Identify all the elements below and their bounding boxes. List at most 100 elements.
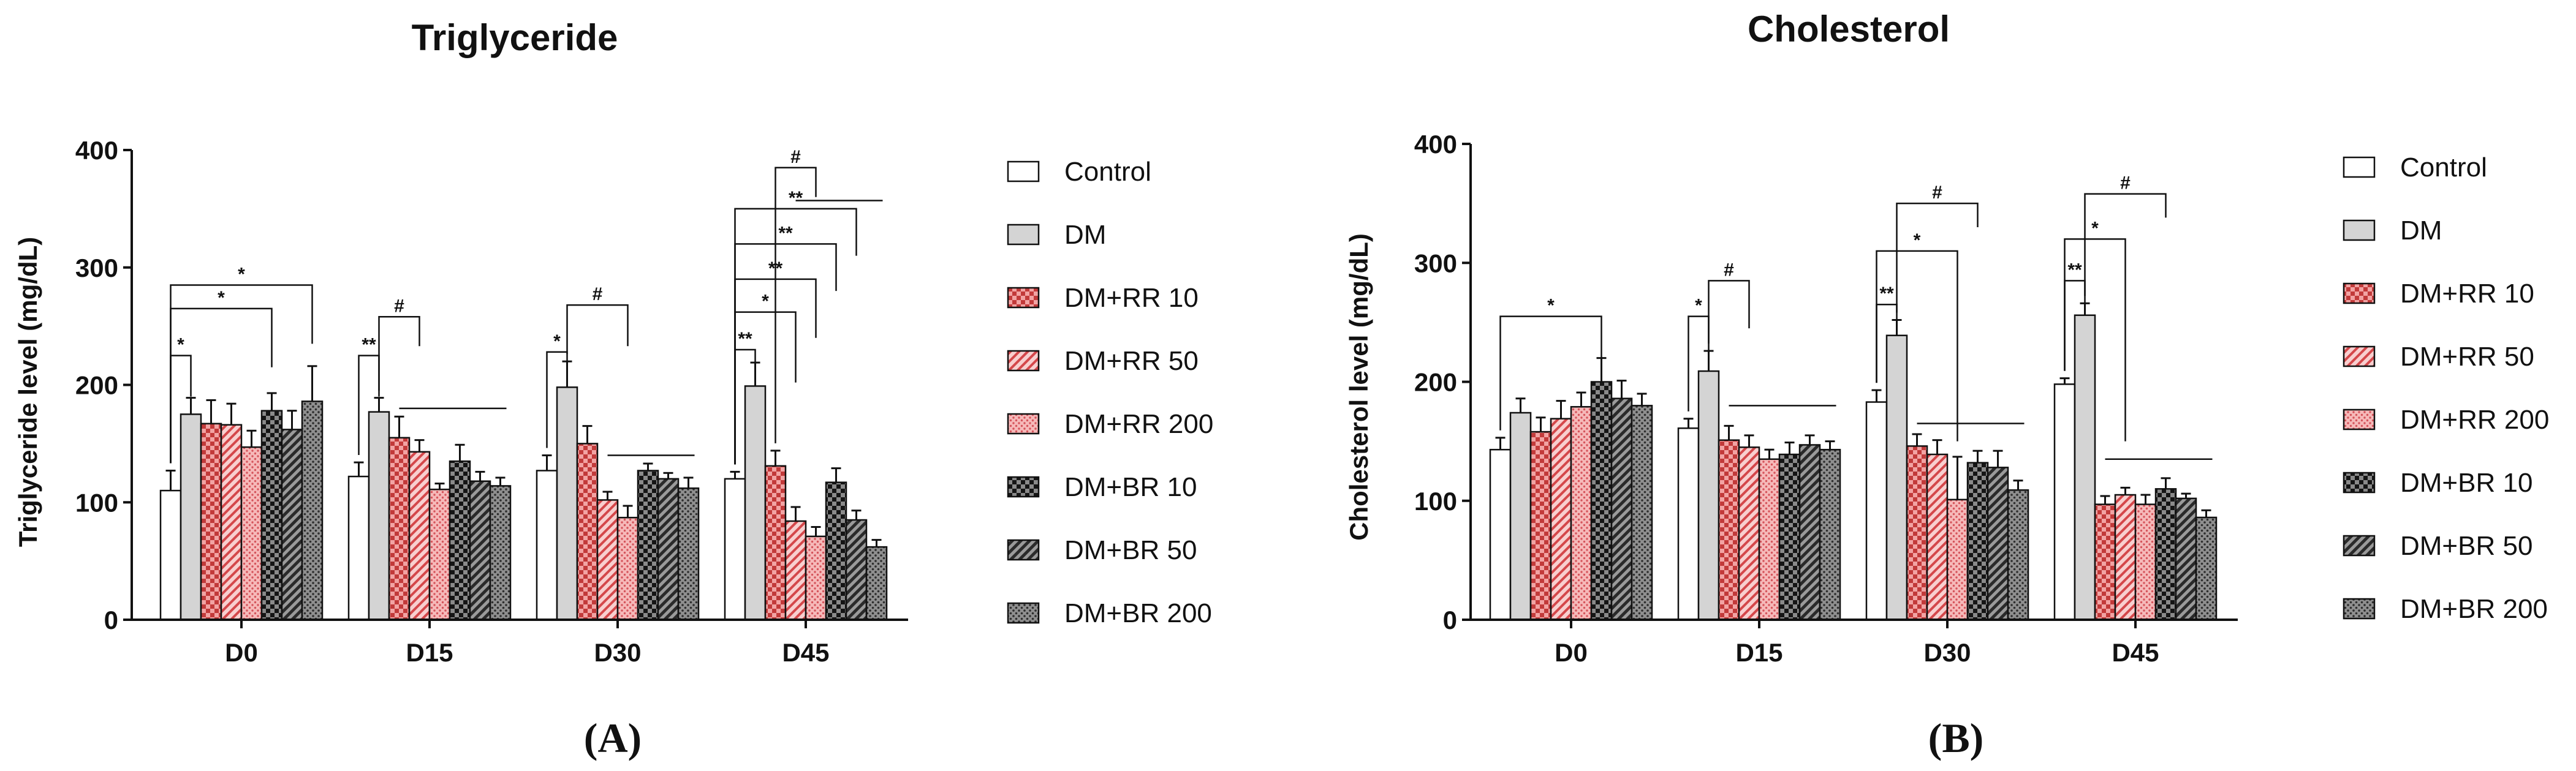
bar (449, 460, 471, 621)
significance-bracket: # (2084, 173, 2167, 296)
error-bar (1805, 434, 1815, 445)
y-tick-label: 200 (75, 371, 118, 400)
error-bar (1912, 433, 1922, 446)
triglyceride-chart: Triglyceride Triglyceride level (mg/dL) … (13, 17, 1213, 761)
error-bar (1637, 393, 1647, 406)
legend-item: Control (1007, 157, 1151, 187)
error-bar (643, 462, 653, 471)
bar (1798, 444, 1821, 621)
bar (1550, 418, 1572, 621)
significance-bracket: # (1708, 260, 1750, 344)
significance-label: ** (738, 329, 752, 349)
bar (744, 385, 767, 621)
bar (428, 488, 451, 621)
legend-item: DM (2343, 216, 2442, 246)
significance-layer: *****#*#*********# (170, 147, 883, 465)
bar (159, 489, 182, 621)
error-bar (770, 449, 781, 466)
legend-item: DM+BR 50 (2343, 531, 2532, 561)
bar (1738, 446, 1760, 621)
chart-title: Triglyceride (412, 17, 618, 58)
legend-swatch (2343, 219, 2376, 241)
error-bar (831, 467, 841, 483)
y-tick-label: 300 (75, 254, 118, 282)
significance-label: # (593, 284, 603, 304)
legend-swatch (1007, 413, 1040, 435)
y-tick-label: 300 (1414, 249, 1457, 277)
error-bar (1536, 416, 1546, 432)
legend-swatch (2343, 535, 2376, 557)
legend-item: DM+BR 50 (1007, 535, 1197, 565)
significance-label: * (177, 335, 184, 355)
significance-label: * (238, 265, 245, 285)
legend-label: DM (2400, 216, 2442, 246)
legend-swatch (2343, 345, 2376, 367)
legend-swatch (1007, 287, 1040, 309)
ticks-layer: 0 100 200 300 400 D0 D15 D30 D45 (75, 136, 830, 667)
significance-label: * (553, 331, 561, 352)
error-bar (851, 510, 862, 521)
bar (1529, 431, 1552, 621)
bar (825, 481, 847, 621)
legend-label: DM+BR 10 (1064, 472, 1197, 502)
error-bar (790, 506, 801, 521)
error-bar (1703, 350, 1714, 372)
legend-swatch (2343, 598, 2376, 620)
legend-label: DM (1064, 220, 1106, 250)
error-bar (414, 439, 425, 452)
legend: Control DM DM+RR 10 DM+RR 50 DM+RR 200 DM+BR … (2343, 152, 2549, 624)
bar (180, 413, 202, 621)
legend-item: DM+RR 50 (1007, 346, 1199, 376)
bar (1926, 453, 1949, 621)
legend-item: DM+RR 10 (1007, 283, 1199, 313)
bar (2053, 383, 2076, 621)
legend-swatch (1007, 602, 1040, 624)
legend-swatch (1007, 224, 1040, 246)
bars-layer (159, 385, 888, 621)
bar (260, 410, 283, 621)
legend-label: DM+BR 10 (2400, 468, 2532, 498)
significance-bracket: * (546, 331, 568, 448)
y-tick-label: 0 (104, 606, 118, 634)
error-bar (1952, 456, 1963, 500)
error-bar (1764, 448, 1775, 459)
error-bar (1784, 442, 1795, 454)
bar (388, 437, 411, 621)
legend-swatch (2343, 408, 2376, 431)
bar (408, 451, 431, 621)
legend-label: DM+RR 10 (1064, 283, 1199, 313)
bar (536, 470, 558, 621)
bar (556, 386, 578, 621)
significance-bracket: * (2064, 218, 2126, 442)
bar (764, 465, 787, 621)
error-bar (495, 476, 506, 486)
significance-label: ** (2067, 260, 2082, 280)
bar (1885, 334, 1908, 621)
bar (576, 443, 599, 621)
error-bars-layer (1495, 302, 2211, 517)
error-bar (1724, 424, 1734, 440)
legend-item: DM (1007, 220, 1106, 250)
error-bar (2120, 486, 2131, 495)
error-bar (165, 469, 176, 491)
y-tick-label: 400 (1414, 130, 1457, 159)
chart-title: Cholesterol (1748, 9, 1950, 50)
error-bar (475, 470, 485, 481)
bar (240, 446, 263, 621)
y-tick-label: 100 (1414, 487, 1457, 516)
error-bar (1683, 418, 1694, 429)
significance-bracket: # (566, 284, 629, 355)
bar (616, 516, 639, 621)
bar (1631, 405, 1653, 621)
error-bar (683, 476, 694, 489)
significance-bracket: ** (734, 188, 857, 465)
x-tick-label: D30 (594, 638, 641, 667)
legend-label: DM+RR 50 (1064, 346, 1199, 376)
error-bar (1515, 397, 1526, 413)
ticks-layer: 0 100 200 300 400 D0 D15 D30 D45 (1414, 130, 2159, 667)
significance-label: # (394, 296, 404, 316)
significance-label: * (218, 288, 225, 308)
error-bar (871, 539, 882, 547)
bar (200, 423, 222, 621)
